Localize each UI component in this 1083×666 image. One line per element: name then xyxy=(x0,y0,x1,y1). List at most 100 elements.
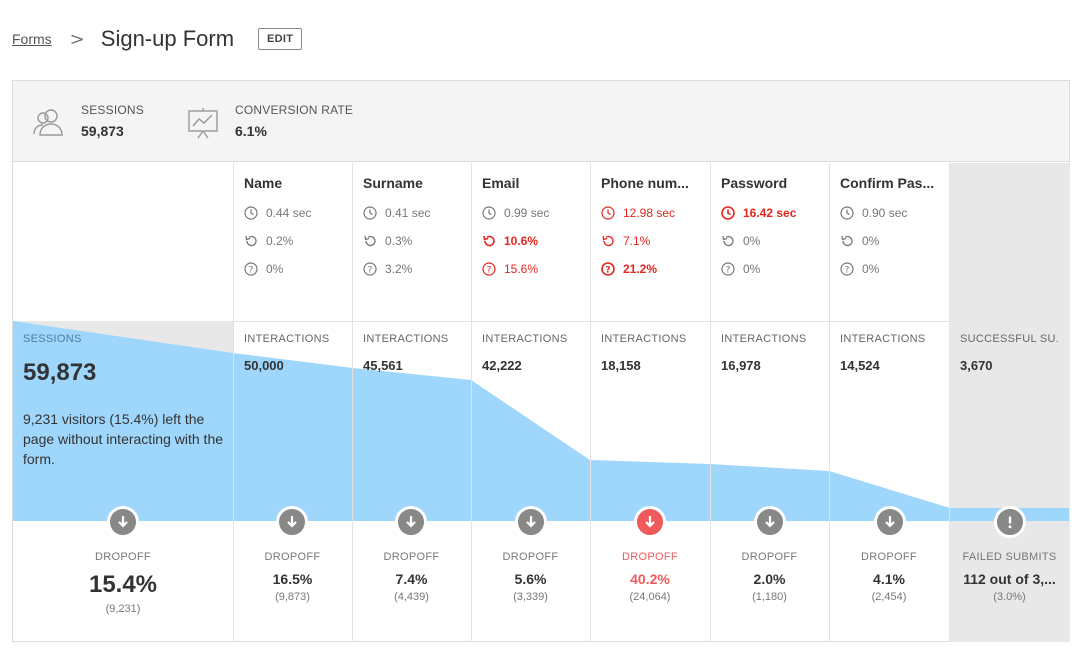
svg-text:?: ? xyxy=(368,266,373,276)
refill-metric: 0.2% xyxy=(244,233,354,249)
field-name: Confirm Pas... xyxy=(840,175,935,191)
failed-submits-button[interactable] xyxy=(994,506,1026,538)
svg-text:?: ? xyxy=(605,266,610,276)
hesitation-metric: ? 3.2% xyxy=(363,261,473,277)
hesitation-metric: ? 0% xyxy=(244,261,354,277)
dropoff-label: DROPOFF xyxy=(264,551,321,563)
clock-icon xyxy=(482,206,496,220)
undo-icon xyxy=(602,235,614,247)
refill-metric: 0% xyxy=(721,233,831,249)
chevron-right-icon: > xyxy=(69,28,85,50)
dropoff-label: DROPOFF xyxy=(861,551,917,563)
undo-icon xyxy=(722,235,734,247)
dropoff-cell-confirm-password: DROPOFF 4.1% (2,454) xyxy=(829,551,949,603)
clock-icon xyxy=(601,206,615,220)
failed-submits-value: 112 out of 3,... xyxy=(963,571,1056,587)
interactions-label: INTERACTIONS xyxy=(482,333,568,345)
field-header-email[interactable]: Email 0.99 sec 10.6% ? 15.6% xyxy=(482,175,592,277)
interactions-label: INTERACTIONS xyxy=(601,333,687,345)
hesitation-metric: ? 15.6% xyxy=(482,261,592,277)
arrow-down-icon xyxy=(765,516,775,528)
time-metric: 0.41 sec xyxy=(363,205,473,221)
dropoff-count: (3,339) xyxy=(513,591,548,603)
dropoff-percent: 2.0% xyxy=(753,571,786,587)
arrow-down-icon xyxy=(885,516,895,528)
funnel-area xyxy=(13,321,1069,521)
failed-submits-label: FAILED SUBMITS xyxy=(962,551,1057,563)
interactions-value: 45,561 xyxy=(363,358,403,373)
arrow-down-icon xyxy=(406,516,416,528)
field-header-phone[interactable]: Phone num... 12.98 sec 7.1% ? 21.2% xyxy=(601,175,711,277)
field-header-password[interactable]: Password 16.42 sec 0% ? 0% xyxy=(721,175,831,277)
field-name: Surname xyxy=(363,175,423,191)
dropoff-button-name[interactable] xyxy=(276,506,308,538)
dropoff-cell-password: DROPOFF 2.0% (1,180) xyxy=(710,551,829,603)
dropoff-percent: 16.5% xyxy=(272,571,313,587)
dropoff-label: DROPOFF xyxy=(622,551,678,563)
hesitation-metric: ? 0% xyxy=(840,261,950,277)
question-icon: ? xyxy=(721,262,735,276)
dropoff-label: DROPOFF xyxy=(383,551,440,563)
dropoff-button-surname[interactable] xyxy=(395,506,427,538)
field-name: Phone num... xyxy=(601,175,689,191)
conversion-stat: CONVERSION RATE 6.1% xyxy=(185,103,353,141)
dropoff-label: DROPOFF xyxy=(741,551,798,563)
funnel-chart xyxy=(13,321,1069,521)
refill-metric: 0% xyxy=(840,233,950,249)
clock-icon xyxy=(363,206,377,220)
field-name: Name xyxy=(244,175,283,191)
question-icon: ? xyxy=(601,262,615,276)
dropoff-count: (2,454) xyxy=(871,591,907,603)
breadcrumb-forms-link[interactable]: Forms xyxy=(12,31,52,47)
interactions-value: 18,158 xyxy=(601,358,641,373)
undo-icon xyxy=(483,235,495,247)
dropoff-button-phone[interactable] xyxy=(634,506,666,538)
dropoff-percent: 7.4% xyxy=(395,571,428,587)
arrow-down-icon xyxy=(645,516,655,528)
hesitation-metric: ? 21.2% xyxy=(601,261,711,277)
page-title: Sign-up Form xyxy=(100,26,235,51)
failed-submits-cell: FAILED SUBMITS 112 out of 3,... (3.0%) xyxy=(950,551,1069,603)
field-header-name[interactable]: Name 0.44 sec 0.2% ? 0% xyxy=(244,175,354,277)
svg-text:?: ? xyxy=(249,266,254,276)
dropoff-count: (24,064) xyxy=(629,591,671,603)
question-icon: ? xyxy=(482,262,496,276)
field-header-confirm-password[interactable]: Confirm Pas... 0.90 sec 0% ? 0% xyxy=(840,175,950,277)
interactions-value: 16,978 xyxy=(721,358,761,373)
field-header-surname[interactable]: Surname 0.41 sec 0.3% ? 3.2% xyxy=(363,175,473,277)
hesitation-metric: ? 0% xyxy=(721,261,831,277)
breadcrumb: Forms > Sign-up Form EDIT xyxy=(12,24,303,54)
interactions-label: INTERACTIONS xyxy=(244,333,330,345)
interactions-label: INTERACTIONS xyxy=(721,333,807,345)
dropoff-button-sessions[interactable] xyxy=(107,506,139,538)
arrow-down-icon xyxy=(287,516,297,528)
time-metric: 0.90 sec xyxy=(840,205,950,221)
edit-button[interactable]: EDIT xyxy=(258,28,303,50)
time-metric: 12.98 sec xyxy=(601,205,711,221)
dropoff-percent: 40.2% xyxy=(630,571,670,587)
interactions-value: 42,222 xyxy=(482,358,522,373)
undo-icon xyxy=(841,235,853,247)
field-name: Password xyxy=(721,175,788,191)
refill-metric: 7.1% xyxy=(601,233,711,249)
successful-submits-label: SUCCESSFUL SU... xyxy=(960,333,1060,345)
clock-icon xyxy=(721,206,735,220)
dropoff-button-password[interactable] xyxy=(754,506,786,538)
sessions-column-label: SESSIONS xyxy=(23,333,82,345)
dropoff-count: (1,180) xyxy=(752,591,787,603)
refill-metric: 10.6% xyxy=(482,233,592,249)
dropoff-button-email[interactable] xyxy=(515,506,547,538)
funnel-panel: SESSIONS 59,873 CONVERSION RATE 6.1% xyxy=(12,80,1070,642)
sessions-label: SESSIONS xyxy=(81,103,144,117)
dropoff-count: (9,231) xyxy=(105,603,141,615)
arrow-down-icon xyxy=(118,516,128,528)
interactions-value: 50,000 xyxy=(244,358,284,373)
failed-submits-percent: (3.0%) xyxy=(993,591,1026,603)
undo-icon xyxy=(245,235,257,247)
dropoff-button-confirm-password[interactable] xyxy=(874,506,906,538)
dropoff-cell-phone: DROPOFF 40.2% (24,064) xyxy=(590,551,710,603)
dropoff-cell-surname: DROPOFF 7.4% (4,439) xyxy=(352,551,471,603)
sessions-column-value: 59,873 xyxy=(23,359,97,386)
exclamation-icon xyxy=(1008,516,1012,529)
clock-icon xyxy=(840,206,854,220)
